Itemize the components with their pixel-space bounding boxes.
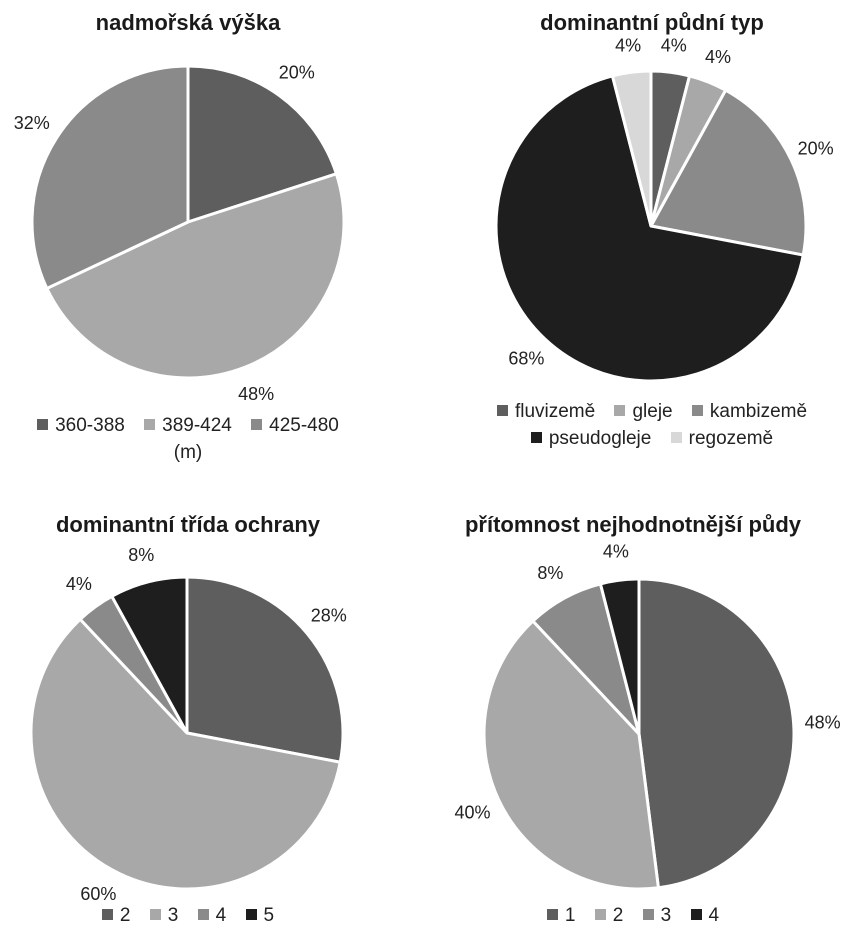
chart-protection-class: dominantní třída ochrany 28% 60% 4% 8% 2 3 … (0, 470, 376, 926)
legend-label: 4 (215, 905, 227, 926)
legend-swatch (690, 909, 702, 920)
pie-slice (29, 617, 342, 891)
legend-item: kambizemě (691, 398, 808, 425)
pie-slice (30, 64, 190, 290)
data-label: 8% (128, 545, 154, 565)
legend-swatch (642, 909, 654, 920)
legend-item: pseudogleje (530, 425, 652, 452)
legend-item: 4 (197, 902, 227, 929)
legend-item: 389-424 (144, 412, 232, 439)
legend-label: 5 (263, 905, 275, 926)
legend-swatch (37, 419, 49, 430)
pie-chart: 28% 60% 4% 8% (29, 545, 347, 904)
legend-label: 425-480 (269, 415, 339, 436)
legend-label: 3 (660, 905, 672, 926)
legend-swatch (594, 909, 606, 920)
pie-slice (482, 619, 660, 891)
pie-chart: 20% 48% 32% (14, 62, 346, 404)
legend-item: 2 (594, 902, 624, 929)
legend-item: 3 (642, 902, 672, 929)
data-label: 68% (508, 349, 544, 369)
data-label: 4% (705, 47, 731, 67)
data-label: 32% (14, 113, 50, 133)
data-label: 20% (279, 62, 315, 82)
legend-item: 425-480 (251, 412, 339, 439)
legend-label: kambizemě (709, 401, 808, 422)
legend-item: 5 (245, 902, 275, 929)
legend-label: 389-424 (162, 415, 232, 436)
legend-item: gleje (614, 398, 673, 425)
legend-label: 1 (564, 905, 576, 926)
legend-items: 360-388 389-424 425-480 (0, 412, 376, 439)
data-label: 40% (454, 802, 490, 822)
legend-swatch (496, 405, 508, 416)
legend-swatch (691, 405, 703, 416)
legend-label: 2 (119, 905, 131, 926)
legend-swatch (251, 419, 263, 430)
pie-chart: 48% 40% 8% 4% (454, 541, 841, 891)
data-label: 48% (805, 712, 841, 732)
data-label: 4% (603, 541, 629, 561)
pie-slice (45, 172, 346, 380)
data-label: 4% (661, 35, 687, 55)
legend-swatch (670, 432, 682, 443)
legend-item: 1 (546, 902, 576, 929)
pie-slice (494, 74, 805, 383)
legend-item: fluvizemě (496, 398, 596, 425)
legend-item: 360-388 (37, 412, 125, 439)
chart-legend: fluvizemě gleje kambizemě pseudogleje re… (452, 398, 852, 452)
pie-slice (185, 575, 345, 764)
legend-label: 3 (167, 905, 179, 926)
legend-unit: (m) (173, 442, 203, 463)
pie-slice (610, 69, 653, 228)
legend-label: regozemě (688, 428, 774, 449)
legend-label: pseudogleje (548, 428, 652, 449)
legend-swatch (530, 432, 542, 443)
chart-legend: 360-388 389-424 425-480 (m) (0, 412, 376, 466)
pie-slice (186, 64, 338, 224)
legend-label: gleje (632, 401, 673, 422)
legend-label: 2 (612, 905, 624, 926)
chart-legend: 2 3 4 5 (0, 902, 376, 929)
data-label: 4% (66, 574, 92, 594)
data-label: 60% (80, 884, 116, 904)
chart-valuable-soil: přítomnost nejhodnotnější půdy 48% 40% 8% 4… (414, 470, 852, 926)
legend-label: 4 (708, 905, 720, 926)
data-label: 48% (238, 384, 274, 404)
data-label: 28% (311, 606, 347, 626)
chart-title: dominantní půdní typ (540, 10, 764, 35)
chart-legend: 1 2 3 4 (414, 902, 852, 929)
legend-swatch (546, 909, 558, 920)
legend-swatch (245, 909, 257, 920)
pie-chart: 4% 4% 20% 68% 4% (494, 35, 834, 383)
legend-swatch (101, 909, 113, 920)
pie-slice (598, 577, 641, 736)
legend-swatch (144, 419, 156, 430)
chart-title: přítomnost nejhodnotnější půdy (464, 512, 802, 537)
chart-title: dominantní třída ochrany (55, 512, 321, 537)
legend-item: 3 (149, 902, 179, 929)
legend-label: 360-388 (55, 415, 125, 436)
legend-item: 4 (690, 902, 720, 929)
legend-label: fluvizemě (514, 401, 596, 422)
chart-title: nadmořská výška (95, 10, 281, 35)
pie-slice (110, 575, 189, 735)
pie-slice (637, 577, 796, 890)
legend-swatch (614, 405, 626, 416)
chart-soil-type: dominantní půdní typ 4% 4% 20% 68% 4% fluviz… (452, 0, 852, 470)
data-label: 8% (537, 563, 563, 583)
chart-altitude: nadmořská výška 20% 48% 32% 360-388 389-42… (0, 0, 376, 470)
pie-slice (649, 88, 808, 257)
data-label: 20% (798, 139, 834, 159)
data-label: 4% (615, 35, 641, 55)
legend-item: regozemě (670, 425, 774, 452)
legend-swatch (149, 909, 161, 920)
legend-swatch (197, 909, 209, 920)
legend-item: 2 (101, 902, 131, 929)
